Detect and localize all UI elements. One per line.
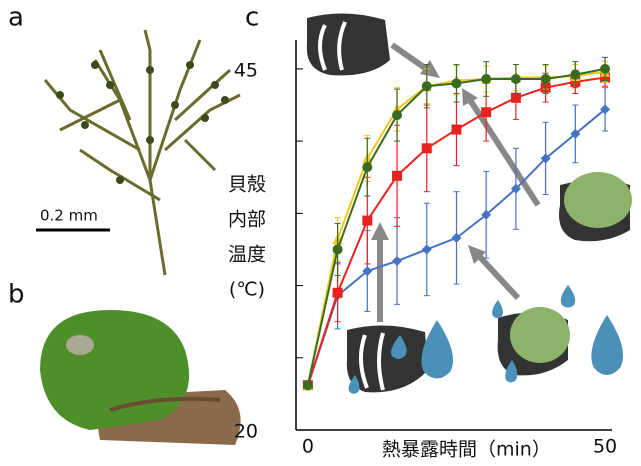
y-axis-label: 温度 — [228, 244, 266, 266]
marker — [333, 288, 343, 298]
moss-shell-photo — [40, 310, 241, 445]
marker — [481, 107, 491, 117]
y-axis-label: 貝殻 — [228, 174, 266, 196]
panel-label: c — [245, 3, 259, 33]
marker — [511, 74, 521, 84]
x-axis-label: 熱暴露時間（min） — [382, 439, 551, 461]
x-tick-label: 50 — [593, 436, 617, 458]
x-tick-label: 0 — [302, 436, 314, 458]
marker — [392, 256, 402, 266]
marker — [600, 64, 610, 74]
y-axis-label: 内部 — [228, 209, 266, 231]
seaweed-photo — [45, 30, 240, 275]
marker — [481, 74, 491, 84]
y-tick-label: 45 — [234, 59, 258, 81]
y-tick-label: 20 — [234, 421, 258, 443]
marker — [422, 81, 432, 91]
scale-bar-label: 0.2 mm — [40, 207, 98, 225]
marker — [392, 110, 402, 120]
figure: 0.2 mm a b c — [0, 0, 641, 466]
panel-label: a — [8, 3, 24, 33]
marker — [333, 244, 343, 254]
y-axis-label: (℃) — [229, 279, 265, 301]
marker — [451, 125, 461, 135]
marker — [451, 78, 461, 88]
marker — [511, 93, 521, 103]
seaweed-dots — [56, 61, 229, 184]
decorations — [307, 13, 632, 393]
marker — [541, 74, 551, 84]
marker — [392, 171, 402, 181]
marker — [570, 70, 580, 80]
marker — [362, 216, 372, 226]
marker — [422, 244, 432, 254]
marker — [303, 380, 313, 390]
panel-label: b — [8, 280, 25, 310]
marker — [422, 143, 432, 153]
marker — [362, 162, 372, 172]
